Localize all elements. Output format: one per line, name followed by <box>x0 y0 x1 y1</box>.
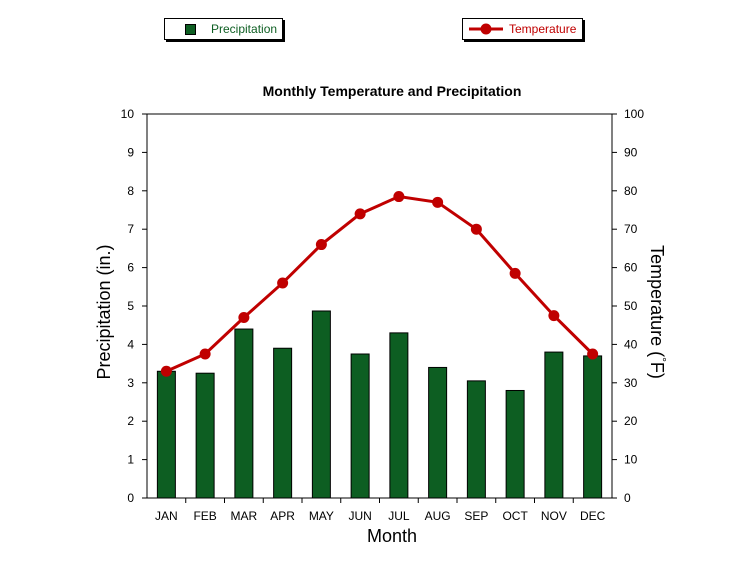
temperature-point-feb <box>199 348 211 360</box>
temperature-point-jul <box>393 191 405 203</box>
y2-axis-label-suffix: F) <box>647 362 667 379</box>
temperature-point-oct <box>509 267 521 279</box>
y2-axis-label: Temperature (°F) <box>647 245 669 379</box>
precipitation-bar-may <box>311 310 331 499</box>
y-axis-label: Precipitation (in.) <box>94 244 114 379</box>
precipitation-bar-dec <box>583 355 603 499</box>
y2-axis-label-prefix: Temperature ( <box>647 245 667 357</box>
right-tick-label: 100 <box>624 107 644 121</box>
left-tick-label: 2 <box>127 414 134 428</box>
x-tick-label-feb: FEB <box>193 509 216 523</box>
precipitation-bar-oct <box>505 389 525 499</box>
right-tick-label: 30 <box>624 376 638 390</box>
right-tick-label: 90 <box>624 145 638 159</box>
left-tick-label: 6 <box>127 261 134 275</box>
right-tick-label: 0 <box>624 491 631 505</box>
right-tick-label: 40 <box>624 337 638 351</box>
precipitation-bar-jul <box>389 332 409 499</box>
precipitation-bar-feb <box>195 372 215 499</box>
temperature-point-mar <box>238 312 250 324</box>
precipitation-bar-nov <box>544 351 564 499</box>
x-tick-label-apr: APR <box>270 509 295 523</box>
temperature-point-aug <box>432 196 444 208</box>
chart-title: Monthly Temperature and Precipitation <box>263 83 522 99</box>
left-tick-label: 1 <box>127 453 134 467</box>
left-tick-label: 10 <box>121 107 135 121</box>
left-tick-label: 7 <box>127 222 134 236</box>
plot-frame <box>146 113 613 499</box>
temperature-point-may <box>315 239 327 251</box>
x-tick-label-sep: SEP <box>464 509 488 523</box>
temperature-point-nov <box>548 310 560 322</box>
x-tick-label-jun: JUN <box>348 509 371 523</box>
left-tick-label: 4 <box>127 337 134 351</box>
precipitation-bar-jun <box>350 353 370 499</box>
legend-temperature: Temperature <box>462 18 583 40</box>
temperature-point-jan <box>160 365 172 377</box>
x-tick-label-may: MAY <box>309 509 334 523</box>
temperature-point-dec <box>587 348 599 360</box>
right-axis-ticks: 0 10 20 30 40 50 60 70 80 90 100 <box>612 107 644 505</box>
x-tick-label-nov: NOV <box>541 509 567 523</box>
left-tick-label: 0 <box>127 491 134 505</box>
right-tick-label: 50 <box>624 299 638 313</box>
temperature-point-jun <box>354 208 366 220</box>
x-tick-label-aug: AUG <box>425 509 451 523</box>
temperature-line <box>160 191 599 377</box>
x-axis-ticks: JAN FEB MAR APR MAY JUN JUL AUG SEP OCT NOV DEC <box>155 498 606 523</box>
precipitation-bar-jan <box>156 370 176 499</box>
legend-precipitation-label: Precipitation <box>211 22 278 36</box>
x-axis-label: Month <box>367 526 417 546</box>
right-tick-label: 60 <box>624 261 638 275</box>
x-tick-label-jul: JUL <box>388 509 410 523</box>
y2-axis-label-degree: ° <box>655 357 669 362</box>
precipitation-bar-sep <box>466 380 486 499</box>
temperature-point-sep <box>470 223 482 235</box>
left-axis-ticks: 0 1 2 3 4 5 6 7 8 9 10 <box>121 107 147 505</box>
left-tick-label: 5 <box>127 299 134 313</box>
legend-temperature-label: Temperature <box>509 22 577 36</box>
x-tick-label-dec: DEC <box>580 509 606 523</box>
right-tick-label: 70 <box>624 222 638 236</box>
right-tick-label: 10 <box>624 453 638 467</box>
temperature-series-line <box>165 195 594 373</box>
left-tick-label: 9 <box>127 145 134 159</box>
left-tick-label: 8 <box>127 184 134 198</box>
x-tick-label-jan: JAN <box>155 509 178 523</box>
temperature-point-apr <box>277 277 289 289</box>
x-tick-label-mar: MAR <box>231 509 258 523</box>
legend-precipitation: Precipitation <box>164 18 283 40</box>
legend-precipitation-swatch <box>185 23 196 35</box>
legend-temperature-swatch <box>469 23 503 35</box>
precipitation-bar-aug <box>428 366 448 499</box>
x-tick-label-oct: OCT <box>502 509 528 523</box>
precipitation-bar-apr <box>273 347 293 499</box>
precipitation-bar-mar <box>234 328 254 499</box>
right-tick-label: 80 <box>624 184 638 198</box>
left-tick-label: 3 <box>127 376 134 390</box>
precipitation-bars <box>156 310 603 499</box>
right-tick-label: 20 <box>624 414 638 428</box>
